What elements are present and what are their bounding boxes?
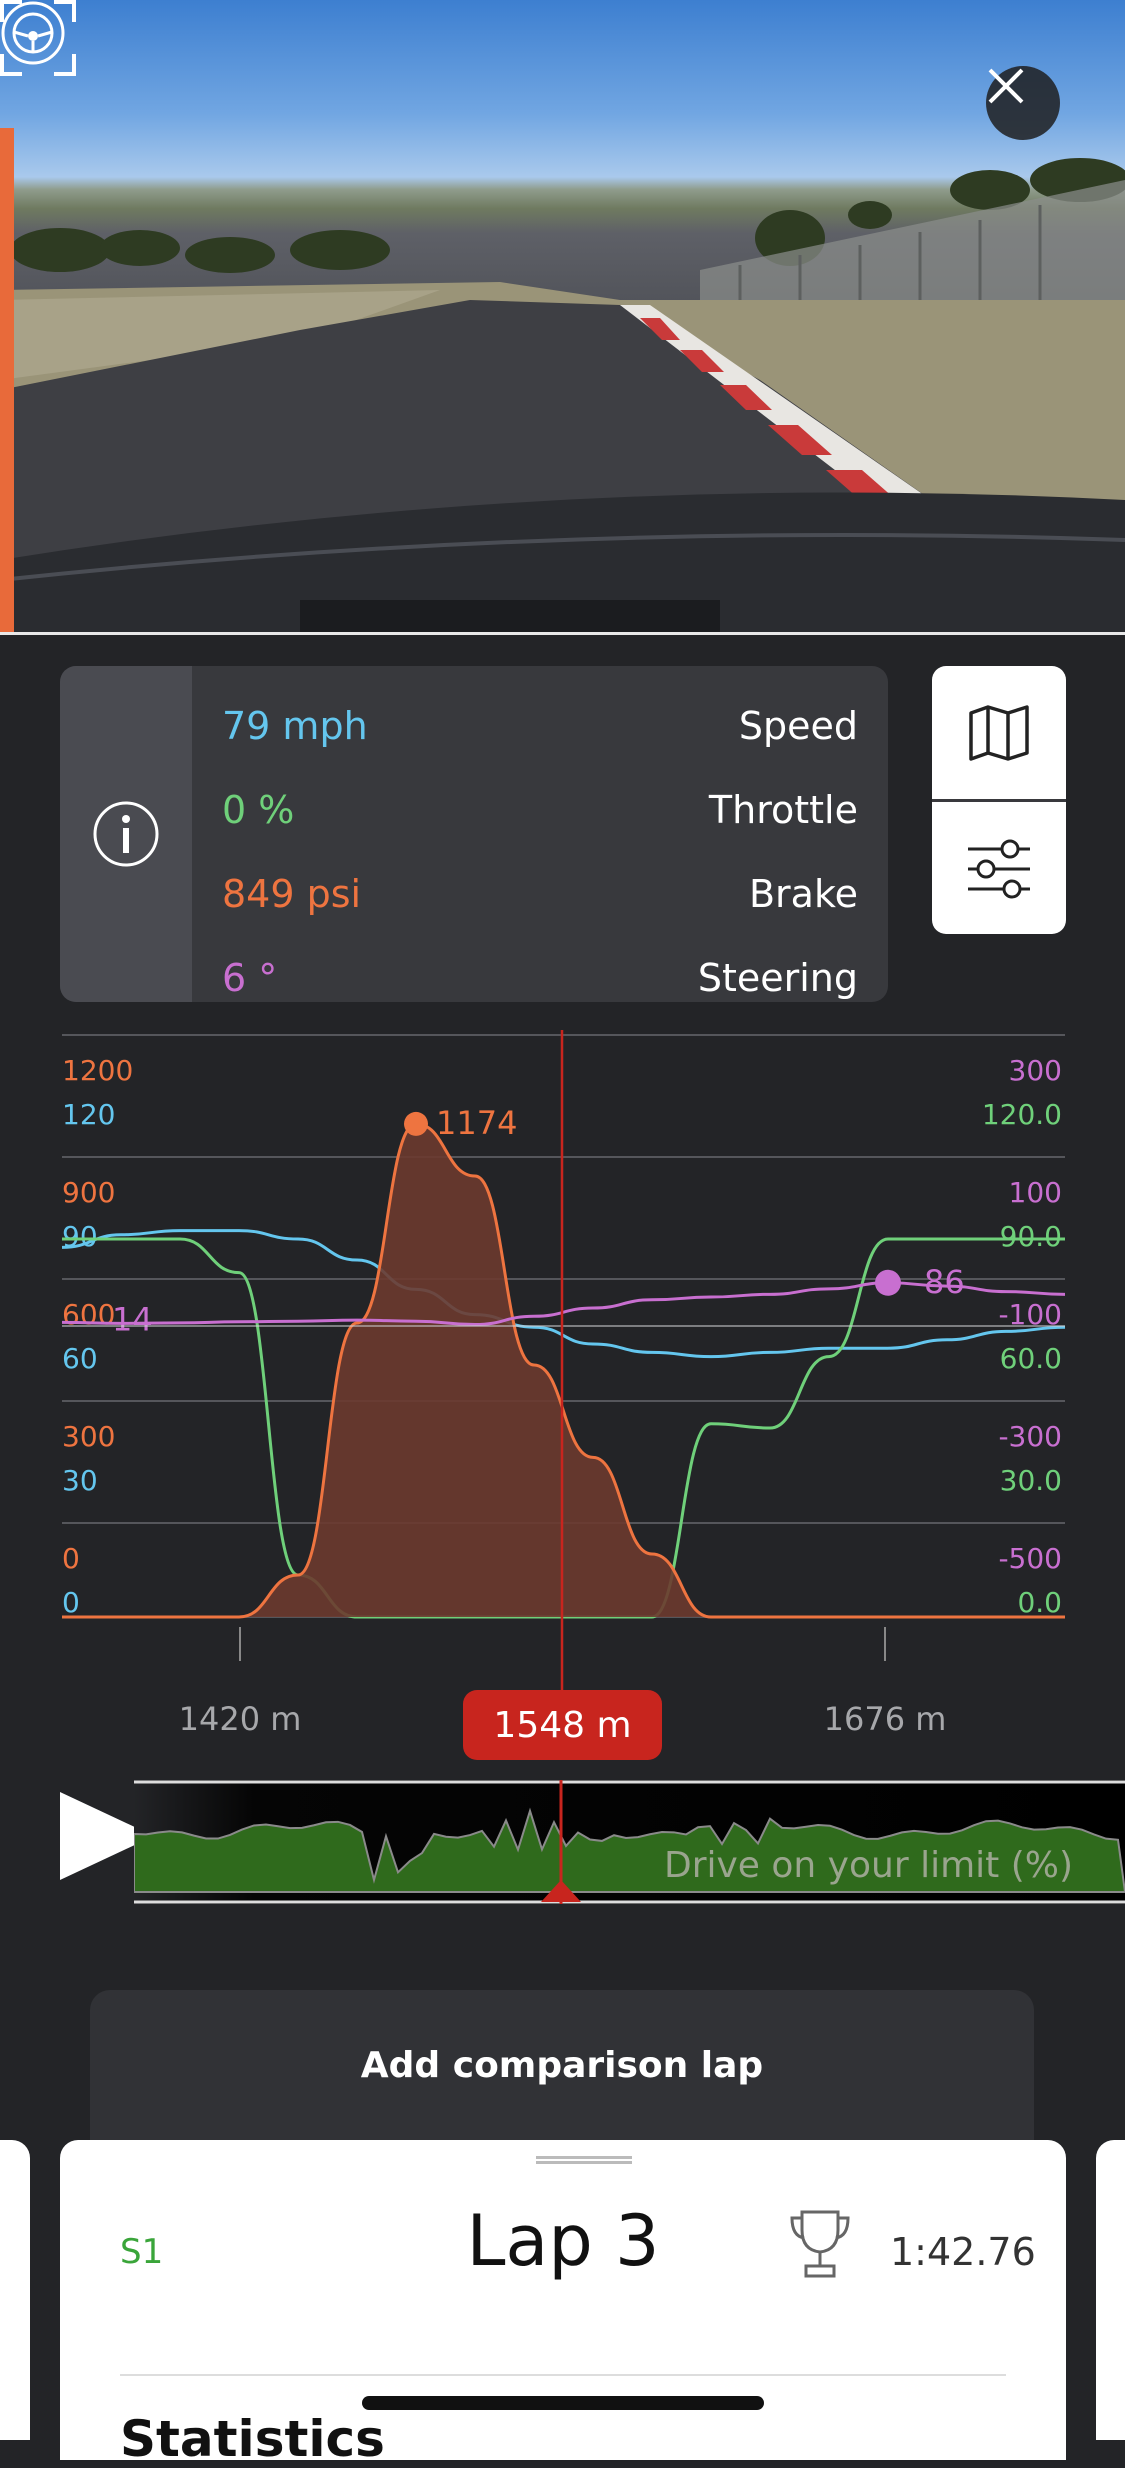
left-axis-brake-tick: 900 <box>62 1176 115 1209</box>
throttle-row: 0 % Throttle <box>222 780 858 840</box>
close-icon <box>988 68 1024 104</box>
steering-marker-label: 86 <box>924 1263 965 1301</box>
info-icon <box>93 801 159 867</box>
lap-indicator-bar <box>0 128 14 632</box>
limit-label: Drive on your limit (%) <box>663 1845 1073 1886</box>
left-axis-speed-tick: 0 <box>62 1586 80 1619</box>
brake-value: 849 psi <box>222 872 362 916</box>
play-icon <box>60 1792 154 1880</box>
x-tick-label: 1676 m <box>824 1700 947 1738</box>
left-axis-speed-tick: 60 <box>62 1342 98 1375</box>
filter-settings-button[interactable] <box>932 802 1066 934</box>
scrubber-handle[interactable] <box>541 1880 581 1902</box>
right-axis-throttle-tick: 30.0 <box>1000 1464 1062 1497</box>
video-scene <box>0 158 1125 632</box>
right-axis-throttle-tick: 0.0 <box>1017 1586 1062 1619</box>
right-axis-steering-tick: -300 <box>998 1420 1062 1453</box>
cursor-distance-label: 1548 m <box>493 1704 632 1746</box>
right-axis-steering-tick: 300 <box>1009 1054 1062 1087</box>
button-separator <box>932 799 1066 802</box>
left-axis-speed-tick: 120 <box>62 1098 115 1131</box>
drag-handle[interactable] <box>536 2156 632 2164</box>
chart-annotations: 1174 14 86 <box>62 1030 1065 1690</box>
series-line-steering <box>61 1281 1066 1327</box>
speed-value: 79 mph <box>222 704 368 748</box>
add-comparison-label: Add comparison lap <box>360 2044 764 2086</box>
sliders-icon <box>968 839 1030 898</box>
chart-series <box>61 1122 1066 1619</box>
x-tick-label: 1420 m <box>179 1700 302 1738</box>
trophy-icon <box>790 2210 850 2278</box>
previous-lap-card[interactable] <box>0 2140 30 2440</box>
info-button[interactable] <box>60 666 192 1002</box>
right-axis-steering-tick: 100 <box>1009 1176 1062 1209</box>
steering-row: 6 ° Steering <box>222 948 858 1002</box>
series-line-brake <box>62 1122 1065 1619</box>
statistics-heading: Statistics <box>120 2410 385 2468</box>
throttle-value: 0 % <box>222 788 295 832</box>
right-axis-steering-tick: -500 <box>998 1542 1062 1575</box>
steering-wheel-icon[interactable] <box>0 0 66 66</box>
sector-label: S1 <box>120 2232 164 2272</box>
brake-area <box>62 1123 1065 1617</box>
view-toggle-buttons <box>932 666 1066 934</box>
telemetry-info-panel: 79 mph Speed 0 % Throttle 849 psi Brake … <box>60 666 888 1002</box>
steering-start-label: 14 <box>112 1300 153 1338</box>
brake-label: Brake <box>748 872 858 916</box>
brake-row: 849 psi Brake <box>222 864 858 924</box>
left-axis-brake-tick: 1200 <box>62 1054 133 1087</box>
map-button[interactable] <box>932 666 1066 799</box>
right-axis-throttle-tick: 60.0 <box>1000 1342 1062 1375</box>
fullscreen-icon[interactable] <box>0 0 76 76</box>
steering-value: 6 ° <box>222 956 278 1000</box>
lap-time: 1:42.76 <box>890 2230 1036 2274</box>
left-axis-brake-tick: 0 <box>62 1542 80 1575</box>
brake-peak-marker <box>404 1111 428 1136</box>
telemetry-chart[interactable]: 120090060030001209060300300100-100-300-5… <box>0 1030 1125 1800</box>
close-button[interactable] <box>986 66 1060 140</box>
onboard-video[interactable] <box>0 0 1125 632</box>
lap-title: Lap 3 <box>466 2200 660 2282</box>
steering-label: Steering <box>697 956 858 1000</box>
home-indicator <box>362 2396 764 2410</box>
chart-axis-labels: 120090060030001209060300300100-100-300-5… <box>62 1054 1062 1738</box>
right-axis-throttle-tick: 90.0 <box>1000 1220 1062 1253</box>
timeline-scrubber[interactable] <box>134 1780 1125 1904</box>
sheet-divider <box>120 2374 1006 2376</box>
lap-card[interactable]: S1 Lap 3 1:42.76 Statistics <box>60 2140 1066 2468</box>
brake-peak-label: 1174 <box>436 1104 517 1142</box>
right-axis-throttle-tick: 120.0 <box>982 1098 1062 1131</box>
video-divider <box>0 632 1125 635</box>
cursor-distance-badge[interactable]: 1548 m <box>463 1690 662 1760</box>
speed-label: Speed <box>738 704 858 748</box>
throttle-label: Throttle <box>708 788 858 832</box>
add-comparison-lap-button[interactable]: Add comparison lap <box>90 1990 1034 2140</box>
map-icon <box>969 704 1029 761</box>
left-axis-brake-tick: 300 <box>62 1420 115 1453</box>
next-lap-card[interactable] <box>1096 2140 1125 2440</box>
play-button[interactable] <box>58 1788 158 1888</box>
series-line-speed <box>61 1229 1066 1359</box>
speed-row: 79 mph Speed <box>222 696 858 756</box>
steering-marker <box>875 1269 901 1296</box>
left-axis-speed-tick: 30 <box>62 1464 98 1497</box>
